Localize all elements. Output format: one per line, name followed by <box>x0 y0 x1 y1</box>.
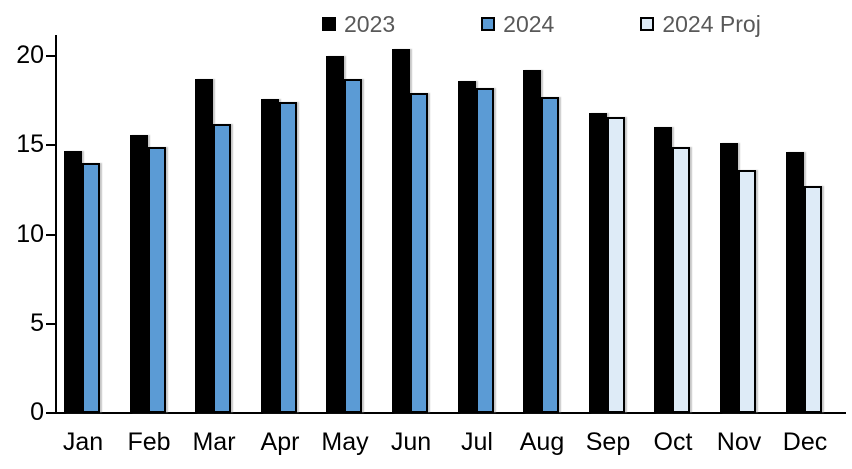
legend: 2023 2024 2024 Proj <box>322 8 761 40</box>
bar-2023-jan <box>64 151 82 413</box>
y-axis-label-0: 0 <box>30 398 44 426</box>
bar-2023-nov <box>720 143 738 413</box>
x-axis-label-oct: Oct <box>653 428 693 456</box>
bar-2024-may <box>344 79 362 413</box>
legend-item-2024: 2024 <box>481 11 554 38</box>
legend-item-2023: 2023 <box>322 11 395 38</box>
y-axis-label-20: 20 <box>16 41 44 69</box>
y-axis-line <box>55 35 57 414</box>
bar-2024-proj-dec <box>804 186 822 413</box>
legend-marker-2023-icon <box>322 17 336 31</box>
y-axis-label-5: 5 <box>30 309 44 337</box>
x-axis-label-may: May <box>321 428 369 456</box>
bar-2024-jul <box>476 88 494 413</box>
bar-2023-mar <box>195 79 213 413</box>
x-axis-line <box>55 412 846 414</box>
y-axis-tick-5 <box>46 323 56 325</box>
y-axis-tick-15 <box>46 144 56 146</box>
bar-2023-sep <box>589 113 607 413</box>
legend-item-2024-proj: 2024 Proj <box>640 10 761 38</box>
legend-label-2023: 2023 <box>344 10 396 37</box>
x-axis-label-apr: Apr <box>260 428 300 456</box>
bar-2024-proj-sep <box>607 117 625 413</box>
y-axis-tick-20 <box>46 55 56 57</box>
bar-2023-feb <box>130 135 148 413</box>
x-axis-label-sep: Sep <box>585 428 631 456</box>
bar-2023-may <box>326 56 344 413</box>
bar-2023-jul <box>458 81 476 413</box>
bar-2023-jun <box>392 49 410 413</box>
y-axis-tick-10 <box>46 234 56 236</box>
x-axis-label-dec: Dec <box>782 428 828 456</box>
x-axis-label-mar: Mar <box>192 428 236 456</box>
x-axis-label-jul: Jul <box>461 428 493 456</box>
bar-2023-dec <box>786 152 804 413</box>
y-axis-label-15: 15 <box>16 130 44 158</box>
bar-2024-feb <box>148 147 166 413</box>
bar-2023-aug <box>523 70 541 413</box>
bar-2024-proj-oct <box>672 147 690 413</box>
bar-2024-proj-nov <box>738 170 756 413</box>
bar-2024-mar <box>213 124 231 413</box>
legend-label-2024: 2024 <box>503 10 555 37</box>
legend-label-2024-proj: 2024 Proj <box>662 10 761 37</box>
x-axis-label-nov: Nov <box>716 428 762 456</box>
legend-marker-2024-proj-icon <box>640 17 655 31</box>
bar-2023-oct <box>654 127 672 413</box>
legend-marker-2024-icon <box>481 17 496 31</box>
x-axis-label-jan: Jan <box>62 428 104 456</box>
y-axis-tick-0 <box>46 412 56 414</box>
x-axis-label-aug: Aug <box>519 428 565 456</box>
bar-2024-jan <box>82 163 100 413</box>
bar-2023-apr <box>261 99 279 413</box>
bar-2024-aug <box>541 97 559 413</box>
bar-2024-apr <box>279 102 297 413</box>
x-axis-label-jun: Jun <box>390 428 432 456</box>
x-axis-label-feb: Feb <box>127 428 171 456</box>
y-axis-label-10: 10 <box>16 220 44 248</box>
bar-2024-jun <box>410 93 428 413</box>
